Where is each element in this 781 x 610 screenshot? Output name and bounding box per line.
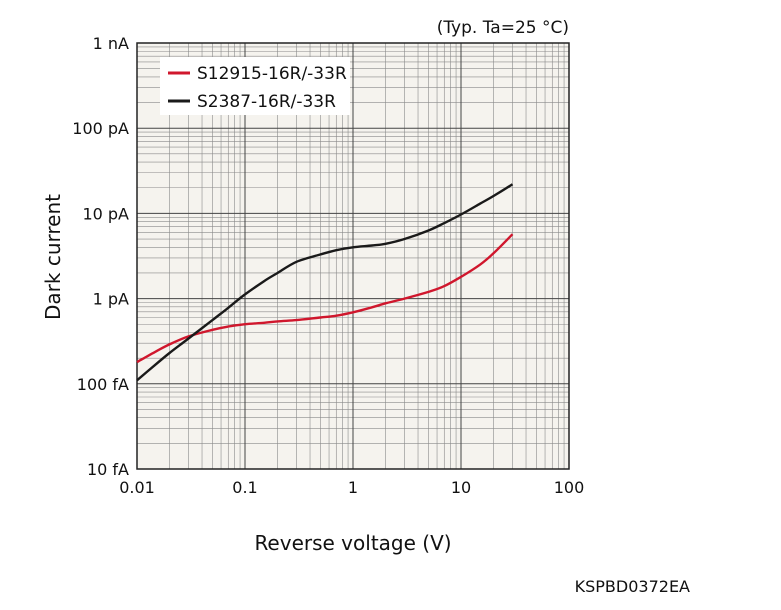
x-tick-label: 0.01 (119, 478, 155, 497)
series-line-s12915 (136, 233, 514, 364)
y-tick-label: 10 pA (82, 204, 129, 223)
condition-annotation: (Typ. Ta=25 °C) (437, 18, 569, 38)
document-code: KSPBD0372EA (575, 577, 690, 596)
legend: S12915-16R/-33R S2387-16R/-33R (160, 57, 350, 115)
y-tick-label: 1 nA (93, 34, 129, 53)
y-tick-label: 100 fA (77, 375, 129, 394)
plot-frame (136, 42, 570, 470)
x-tick-label: 100 (554, 478, 585, 497)
y-axis-title: Dark current (41, 194, 65, 320)
legend-box (160, 57, 350, 115)
legend-label: S2387-16R/-33R (197, 92, 336, 112)
x-tick-label: 0.1 (232, 478, 257, 497)
x-tick-labels: 0.01 0.1 1 10 100 (119, 478, 584, 497)
x-tick-label: 1 (348, 478, 358, 497)
y-tick-label: 10 fA (87, 460, 129, 479)
legend-label: S12915-16R/-33R (197, 64, 347, 84)
major-grid (137, 43, 569, 469)
y-tick-label: 100 pA (72, 119, 129, 138)
y-tick-label: 1 pA (93, 290, 129, 309)
x-tick-label: 10 (451, 478, 471, 497)
series-layer (136, 183, 514, 382)
y-tick-labels: 10 fA 100 fA 1 pA 10 pA 100 pA 1 nA (72, 34, 129, 479)
x-axis-title: Reverse voltage (V) (254, 531, 451, 555)
series-line-s2387 (136, 183, 514, 382)
